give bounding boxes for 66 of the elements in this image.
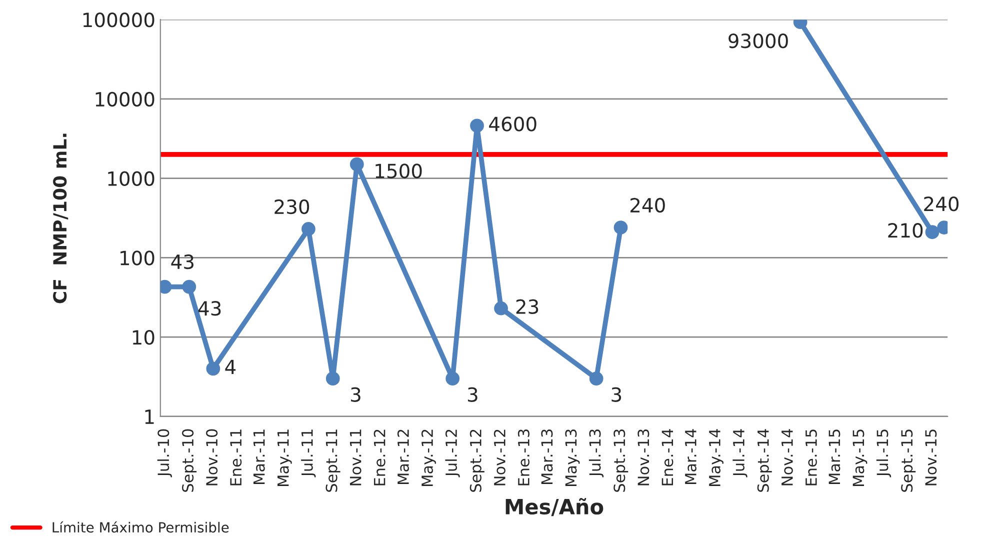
- x-tick-label: Mar.-11: [253, 430, 265, 484]
- x-tick-label: May.-13: [565, 429, 580, 486]
- x-tick-label: May.-15: [852, 430, 868, 486]
- x-tick-label: Ene.-11: [230, 430, 242, 486]
- point: [446, 372, 460, 386]
- y-axis-title: CF NMP/100 mL.: [53, 134, 68, 304]
- x-tick-label: May.-11: [278, 430, 292, 486]
- x-tick-label: Sept.-13: [614, 429, 628, 492]
- point: [350, 157, 364, 172]
- x-tick-label: Jul.-11: [301, 430, 316, 478]
- x-tick-label: Nov.-12: [494, 430, 506, 486]
- x-tick-label: Jul.-10: [157, 429, 172, 478]
- x-tick-label: Sept.-12: [470, 430, 484, 492]
- x-tick-label: Nov.-13: [638, 429, 650, 486]
- x-tick-label: Nov.-11: [350, 430, 362, 486]
- x-tick-label: May.-14: [709, 429, 724, 486]
- point: [589, 372, 604, 386]
- data-label: 4600: [489, 116, 536, 132]
- y-tick-label: 100000: [83, 12, 154, 28]
- y-tick-label: 1: [145, 410, 154, 424]
- point: [206, 362, 220, 376]
- data-label: 23: [516, 299, 538, 314]
- data-label: 3: [468, 387, 478, 402]
- x-tick-label: Jul.-13: [588, 429, 604, 478]
- x-tick-label: Nov.-14: [782, 429, 793, 486]
- data-label: 240: [924, 196, 959, 212]
- x-tick-label: Sept.-14: [757, 429, 772, 492]
- data-label: 93000: [728, 34, 788, 48]
- x-tick-label: May.-12: [421, 430, 436, 486]
- x-tick-label: Ene.-12: [374, 430, 386, 486]
- x-tick-label: Ene.-15: [806, 430, 817, 486]
- x-tick-label: Sept.-10: [182, 429, 197, 492]
- y-tick-label: 10000: [96, 92, 154, 107]
- data-label: 240: [630, 198, 665, 213]
- x-tick-label: Jul.-12: [445, 430, 460, 478]
- x-tick-label: Mar.-14: [685, 429, 696, 484]
- x-tick-label: Ene.-14: [662, 429, 674, 486]
- x-axis-title: Mes/Año: [506, 498, 604, 516]
- data-label: 3: [612, 387, 622, 402]
- y-tick-label: 100: [120, 250, 154, 266]
- data-label: 43: [171, 254, 194, 270]
- y-tick-label: 1000: [108, 171, 154, 186]
- point: [326, 372, 340, 386]
- data-label: 1500: [376, 164, 422, 178]
- x-tick-label: Mar.-15: [828, 430, 840, 484]
- point: [470, 118, 484, 133]
- x-tick-label: Nov.-15: [925, 430, 937, 486]
- x-tick-label: Sept.-15: [901, 430, 916, 492]
- legend-label: Límite Máximo Permisible: [52, 521, 229, 533]
- point: [494, 301, 508, 316]
- x-tick-label: Jul.-15: [876, 430, 892, 478]
- data-label: 230: [274, 199, 310, 214]
- x-tick-label: Ene.-13: [518, 429, 530, 486]
- point: [302, 222, 316, 236]
- y-tick-label: 10: [132, 330, 154, 345]
- x-tick-label: Jul.-14: [732, 429, 748, 478]
- data-label: 3: [351, 387, 360, 402]
- data-label: 210: [888, 223, 923, 238]
- point: [182, 280, 196, 294]
- data-label: 4: [225, 360, 236, 374]
- x-tick-label: Mar.-13: [541, 429, 553, 484]
- point: [614, 220, 628, 234]
- data-label: 43: [198, 301, 221, 316]
- x-tick-label: Mar.-12: [397, 430, 409, 484]
- x-tick-label: Nov.-10: [206, 429, 218, 486]
- x-tick-label: Sept.-11: [326, 430, 340, 492]
